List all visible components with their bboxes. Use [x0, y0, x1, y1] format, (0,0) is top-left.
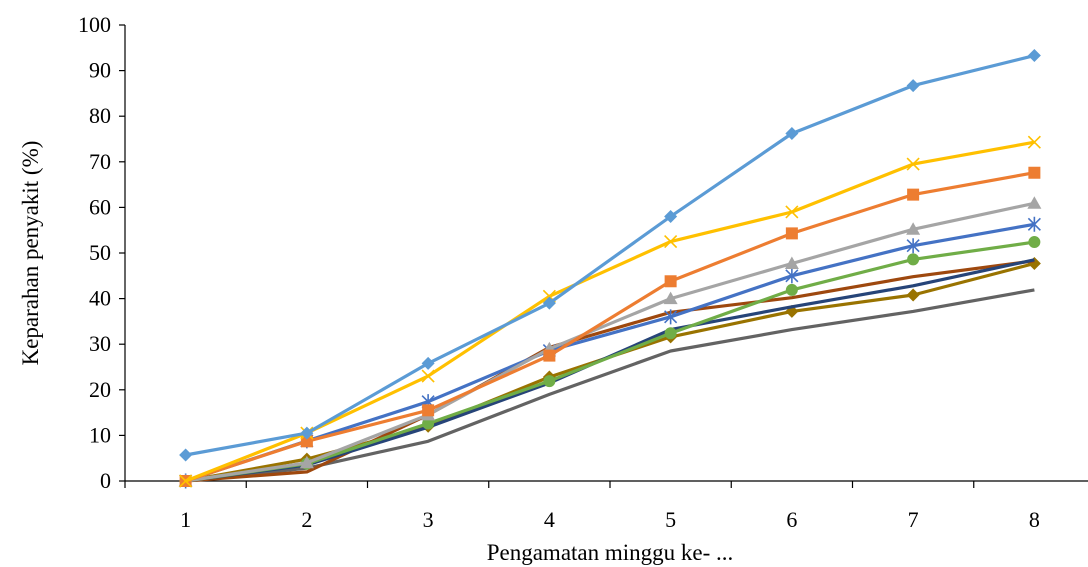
- data-point: [422, 404, 435, 417]
- y-tick-label: 80: [89, 103, 111, 128]
- series-8: [185, 259, 1035, 483]
- data-point: [421, 356, 435, 370]
- data-point: [300, 426, 314, 440]
- x-tick-label: 1: [180, 507, 191, 532]
- data-point: [664, 309, 678, 325]
- y-tick-label: 10: [89, 422, 111, 447]
- data-point: [664, 210, 678, 224]
- series-line: [185, 240, 1035, 483]
- series-1: [179, 49, 1041, 462]
- x-tick-label: 6: [786, 507, 797, 532]
- data-point: [421, 369, 435, 383]
- data-point: [663, 291, 678, 305]
- y-tick-label: 20: [89, 377, 111, 402]
- data-point: [664, 327, 677, 340]
- y-tick-label: 100: [78, 12, 111, 37]
- data-point: [1027, 135, 1041, 149]
- data-point: [907, 253, 920, 266]
- data-point: [906, 238, 920, 254]
- data-point: [906, 222, 921, 235]
- data-point: [542, 296, 556, 310]
- series-line: [185, 259, 1035, 483]
- data-point: [543, 375, 556, 388]
- series-line: [185, 201, 1035, 483]
- y-tick-label: 50: [89, 240, 111, 265]
- data-point: [179, 448, 193, 462]
- x-tick-label: 7: [908, 507, 919, 532]
- series-7: [185, 258, 1035, 483]
- series-6: [179, 236, 1041, 487]
- series-line: [185, 258, 1035, 483]
- data-point: [906, 79, 920, 93]
- y-axis-ticks: 0 10 20 30 40 50 60 70 80 90 100: [78, 12, 125, 493]
- x-tick-label: 8: [1029, 507, 1040, 532]
- y-tick-label: 40: [89, 286, 111, 311]
- x-axis-ticks: 1 2 3 4 5 6 7 8: [124, 481, 1040, 532]
- y-tick-label: 0: [100, 468, 111, 493]
- data-point: [784, 256, 799, 269]
- data-point: [785, 268, 799, 284]
- data-point: [785, 127, 799, 141]
- data-point: [299, 455, 314, 469]
- data-point: [664, 235, 678, 249]
- data-point: [543, 349, 556, 362]
- series-3: [179, 166, 1041, 487]
- y-tick-label: 30: [89, 331, 111, 356]
- series-group: [178, 49, 1042, 489]
- data-point: [1027, 256, 1041, 270]
- data-point: [785, 283, 798, 296]
- data-point: [785, 205, 799, 219]
- data-point: [1028, 166, 1041, 179]
- y-tick-label: 60: [89, 194, 111, 219]
- data-point: [664, 275, 677, 288]
- x-tick-label: 5: [665, 507, 676, 532]
- data-point: [1027, 49, 1041, 63]
- y-tick-label: 70: [89, 149, 111, 174]
- x-axis-title: Pengamatan minggu ke- ...: [487, 540, 734, 565]
- data-point: [785, 227, 798, 240]
- series-line: [185, 222, 1035, 483]
- data-point: [906, 157, 920, 171]
- data-point: [907, 188, 920, 201]
- data-point: [1027, 216, 1041, 232]
- data-point: [1028, 236, 1041, 249]
- series-line: [185, 140, 1035, 483]
- data-point: [179, 474, 193, 488]
- y-tick-label: 90: [89, 58, 111, 83]
- x-tick-label: 4: [544, 507, 555, 532]
- y-axis-title: Keparahan penyakit (%): [18, 141, 43, 366]
- data-point: [906, 288, 920, 302]
- series-line: [185, 171, 1035, 483]
- data-point: [300, 435, 313, 448]
- data-point: [1027, 196, 1042, 209]
- series-line: [185, 54, 1035, 457]
- x-tick-label: 3: [423, 507, 434, 532]
- x-tick-label: 2: [301, 507, 312, 532]
- data-point: [422, 417, 435, 430]
